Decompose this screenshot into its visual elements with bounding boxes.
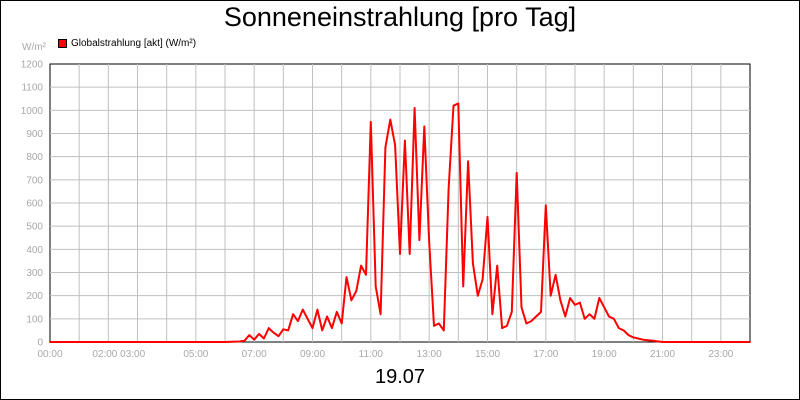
y-tick-label: 200: [26, 291, 43, 302]
chart-title: Sonneneinstrahlung [pro Tag]: [223, 2, 577, 32]
axis-ticks: 0 100 200 300 400 500 600 700 800 900 1000 1100 1200…: [21, 60, 734, 361]
y-tick-label: 600: [26, 199, 43, 210]
x-tick-label: 19:00: [592, 349, 617, 360]
series-layer: [49, 102, 751, 343]
x-tick-label: 02:00 03:00: [92, 349, 145, 360]
series-line-globalstrahlung: [49, 102, 751, 343]
y-tick-label: 0: [37, 338, 43, 349]
y-tick-label: 900: [26, 129, 43, 140]
x-tick-label: 07:00: [242, 349, 267, 360]
y-tick-label: 500: [26, 222, 43, 233]
y-tick-label: 700: [26, 175, 43, 186]
y-tick-label: 800: [26, 152, 43, 163]
x-tick-label: 23:00: [708, 349, 733, 360]
legend-label: Globalstrahlung [akt] (W/m²): [71, 38, 197, 49]
x-tick-label: 21:00: [650, 349, 675, 360]
y-tick-label: 1200: [21, 60, 44, 71]
date-label: 19.07: [374, 366, 426, 388]
x-tick-label: 11:00: [359, 349, 384, 360]
x-tick-label: 00:00: [37, 349, 62, 360]
x-tick-label: 15:00: [475, 349, 500, 360]
chart-legend: Globalstrahlung [akt] (W/m²): [58, 38, 196, 49]
y-tick-label: 100: [26, 314, 43, 325]
x-tick-label: 05:00: [183, 349, 208, 360]
legend-swatch: [58, 39, 67, 48]
x-tick-label: 13:00: [417, 349, 442, 360]
y-tick-label: 400: [26, 245, 43, 256]
y-tick-label: 1100: [21, 83, 43, 94]
y-axis-unit-label: W/m²: [22, 42, 46, 53]
y-tick-label: 1000: [21, 106, 44, 117]
x-tick-label: 17:00: [533, 349, 558, 360]
x-tick-label: 09:00: [300, 349, 325, 360]
y-tick-label: 300: [26, 268, 43, 279]
